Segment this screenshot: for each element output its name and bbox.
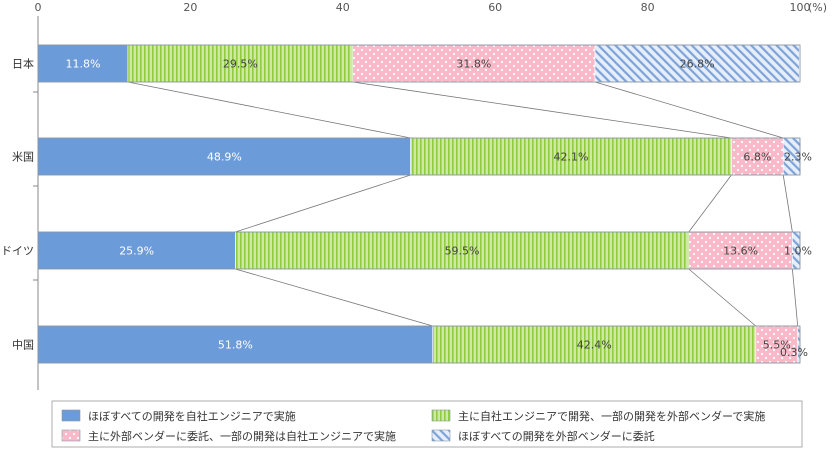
connector-line [127,81,411,139]
data-label: 51.8% [218,339,253,352]
bar-segment [731,137,784,176]
data-label: 31.8% [456,58,491,71]
bar-segment [410,137,732,176]
legend-box [51,400,803,448]
bar-segment [37,137,411,176]
bar-outline [37,137,801,176]
bar-segment [755,325,799,364]
legend-label: 主に自社エンジニアで開発、一部の開発を外部ベンダーで実施 [458,409,765,423]
x-tick-label: 40 [336,1,350,14]
bar-segment [352,44,596,83]
data-label: 2.3% [784,151,812,164]
x-tick-label: 20 [183,1,197,14]
data-label: 42.1% [554,151,589,164]
data-label: 48.9% [207,151,242,164]
category-label: 日本 [12,57,34,71]
legend-swatch [61,429,81,442]
data-label: 11.8% [65,58,100,71]
legend-swatch [431,429,451,442]
legend-swatch [431,409,451,422]
bar-outline [37,231,801,270]
legend-swatch [61,409,81,422]
category-label: 中国 [12,339,34,352]
data-label: 0.3% [780,346,808,359]
x-tick-label: 100 [790,1,811,14]
bar-segment [432,325,757,364]
connector-lines [127,81,799,327]
data-label: 1.0% [784,245,812,258]
connector-line [688,268,757,327]
bar-segment [235,231,690,270]
legend-label: ほぼすべての開発を外部ベンダーに委託 [458,429,655,443]
connector-line [782,174,793,233]
connector-line [594,81,784,139]
data-label: 5.5% [763,339,791,352]
connector-line [235,174,411,233]
connector-line [352,81,732,139]
x-tick-label: 60 [488,1,502,14]
data-label: 29.5% [223,58,258,71]
data-label: 42.4% [577,339,612,352]
data-label: 26.8% [680,58,715,71]
data-label: 25.9% [119,245,154,258]
data-label: 13.6% [723,245,758,258]
legend-label: 主に外部ベンダーに委託、一部の開発は自社エンジニアで実施 [88,429,396,443]
x-tick-label: 80 [641,1,655,14]
connector-line [791,268,799,327]
data-label: 6.8% [743,151,771,164]
connector-line [235,268,433,327]
bar-outline [37,44,801,83]
chart-legend: ほぼすべての開発を自社エンジニアで実施 主に自社エンジニアで開発、一部の開発を外部… [51,400,803,448]
x-tick-label: 0 [35,1,42,14]
bar-segments: 11.8% 29.5% 31.8% 26.8% 48.9% 42.1% 6.8% 2.3% 25… [37,44,812,364]
connector-line [688,174,732,233]
legend-label: ほぼすべての開発を自社エンジニアで実施 [88,409,296,423]
data-label: 59.5% [445,245,480,258]
bar-segment [688,231,793,270]
bar-outline [37,325,801,364]
category-label: ドイツ [1,245,34,258]
x-axis-unit: (%) [808,1,827,14]
category-label: 米国 [12,151,34,164]
